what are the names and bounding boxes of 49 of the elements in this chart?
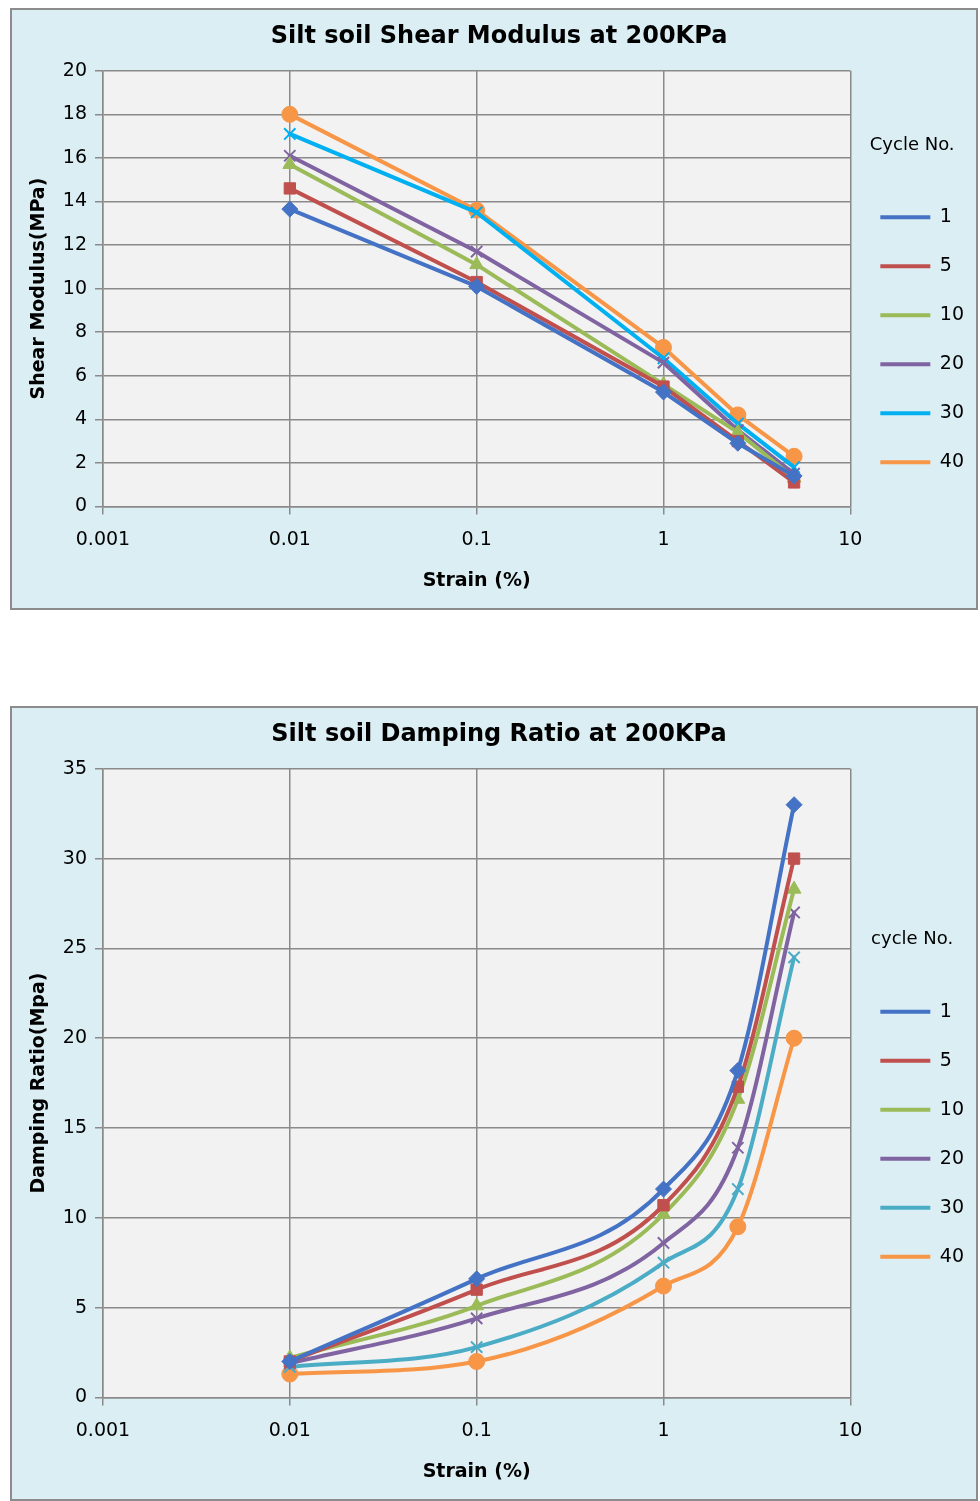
x-tick-label: 10: [838, 526, 863, 549]
legend-label: 40: [939, 449, 965, 472]
legend-label: 1: [939, 998, 952, 1021]
y-tick-label: 20: [62, 1025, 87, 1048]
x-axis-title: Strain (%): [422, 567, 531, 590]
y-tick-label: 2: [74, 449, 87, 472]
y-tick-label: 8: [74, 319, 87, 342]
y-axis-title: Damping Ratio(Mpa): [26, 972, 49, 1194]
x-tick-label: 0.001: [75, 526, 131, 549]
legend-label: 30: [939, 1194, 965, 1217]
y-tick-label: 35: [62, 755, 87, 778]
legend-label: 5: [939, 253, 952, 276]
legend-title: cycle No.: [871, 927, 954, 949]
y-tick-label: 20: [62, 57, 87, 80]
x-tick-label: 0.01: [268, 1417, 311, 1440]
y-tick-label: 6: [74, 362, 87, 385]
x-tick-label: 0.1: [461, 526, 492, 549]
legend-title: Cycle No.: [869, 132, 955, 154]
legend-label: 10: [939, 302, 965, 325]
y-tick-label: 0: [74, 493, 87, 516]
y-axis-title: Shear Modulus(MPa): [26, 177, 49, 400]
y-tick-label: 16: [62, 144, 87, 167]
legend-label: 20: [939, 1145, 965, 1168]
legend-label: 20: [939, 351, 965, 374]
y-tick-label: 0: [74, 1384, 87, 1407]
x-axis-title: Strain (%): [422, 1458, 531, 1481]
y-tick-label: 4: [74, 406, 87, 429]
y-tick-label: 30: [62, 845, 87, 868]
x-tick-label: 10: [838, 1417, 863, 1440]
legend-label: 5: [939, 1047, 952, 1070]
y-tick-label: 10: [62, 1204, 87, 1227]
x-tick-label: 0.001: [75, 1417, 131, 1440]
x-tick-label: 1: [657, 526, 670, 549]
x-tick-label: 1: [657, 1417, 670, 1440]
y-tick-label: 15: [62, 1114, 87, 1137]
y-tick-label: 14: [62, 188, 87, 211]
legend-label: 1: [939, 204, 952, 227]
chart-title: Silt soil Shear Modulus at 200KPa: [270, 20, 728, 49]
y-tick-label: 5: [74, 1294, 87, 1317]
y-tick-label: 12: [62, 231, 87, 254]
y-tick-label: 10: [62, 275, 87, 298]
legend-label: 10: [939, 1096, 965, 1119]
x-tick-label: 0.1: [461, 1417, 492, 1440]
chart-title: Silt soil Damping Ratio at 200KPa: [271, 718, 727, 747]
y-tick-label: 18: [62, 101, 87, 124]
legend-label: 30: [939, 400, 965, 423]
x-tick-label: 0.01: [268, 526, 311, 549]
y-tick-label: 25: [62, 935, 87, 958]
legend-label: 40: [939, 1243, 965, 1266]
